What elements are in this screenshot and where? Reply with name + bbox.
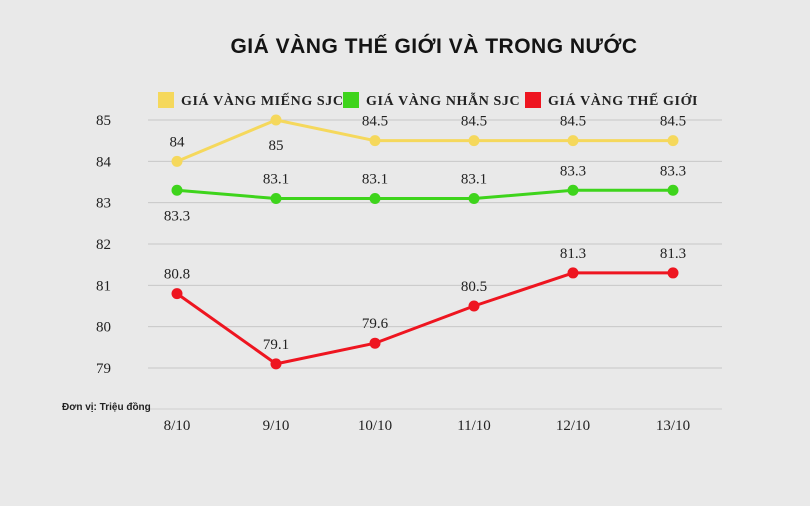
legend-swatch bbox=[158, 92, 174, 108]
data-point bbox=[468, 135, 480, 147]
data-label: 84.5 bbox=[560, 114, 586, 130]
data-point bbox=[171, 184, 183, 196]
y-tick-label: 80 bbox=[96, 320, 111, 336]
data-point bbox=[567, 135, 579, 147]
data-label: 85 bbox=[269, 138, 284, 154]
data-point bbox=[270, 193, 282, 205]
data-point bbox=[270, 114, 282, 126]
x-tick-label: 8/10 bbox=[164, 418, 191, 434]
data-point bbox=[667, 184, 679, 196]
data-point bbox=[667, 135, 679, 147]
data-label: 81.3 bbox=[560, 246, 586, 262]
unit-note: Đơn vị: Triệu đồng bbox=[62, 401, 151, 413]
data-point bbox=[369, 337, 381, 349]
series-line bbox=[176, 188, 673, 201]
data-label: 84.5 bbox=[461, 114, 487, 130]
data-label: 80.8 bbox=[164, 267, 190, 283]
chart-title: GIÁ VÀNG THẾ GIỚI VÀ TRONG NƯỚC bbox=[230, 34, 637, 58]
legend: GIÁ VÀNG MIẾNG SJC GIÁ VÀNG NHẪN SJC GIÁ V… bbox=[158, 91, 698, 109]
data-point bbox=[369, 193, 381, 205]
x-tick-label: 12/10 bbox=[556, 418, 590, 434]
data-point bbox=[270, 358, 282, 370]
x-tick-label: 9/10 bbox=[263, 418, 290, 434]
y-axis-ticks: 79 80 81 82 83 84 85 bbox=[96, 113, 112, 377]
data-point bbox=[567, 184, 579, 196]
data-point bbox=[468, 193, 480, 205]
legend-swatch bbox=[525, 92, 541, 108]
x-tick-label: 13/10 bbox=[656, 418, 690, 434]
data-label: 84.5 bbox=[362, 114, 388, 130]
legend-label: GIÁ VÀNG MIẾNG SJC bbox=[181, 92, 344, 109]
data-point bbox=[468, 300, 480, 312]
data-point bbox=[369, 135, 381, 147]
data-label: 83.1 bbox=[263, 172, 289, 188]
data-label: 83.1 bbox=[461, 172, 487, 188]
legend-label: GIÁ VÀNG NHẪN SJC bbox=[366, 91, 520, 109]
y-tick-label: 84 bbox=[96, 154, 112, 170]
data-label: 83.3 bbox=[660, 163, 686, 179]
series-line bbox=[176, 271, 673, 366]
data-label: 83.1 bbox=[362, 172, 388, 188]
data-labels: 84 85 84.5 84.5 84.5 84.5 83.3 83.1 83.1 83.1 83.3… bbox=[164, 114, 686, 353]
data-label: 83.3 bbox=[560, 163, 586, 179]
y-tick-label: 83 bbox=[96, 196, 111, 212]
data-label: 81.3 bbox=[660, 246, 686, 262]
y-tick-label: 79 bbox=[96, 361, 111, 377]
y-tick-label: 82 bbox=[96, 237, 111, 253]
data-point bbox=[171, 155, 183, 167]
data-label: 83.3 bbox=[164, 208, 190, 224]
data-label: 80.5 bbox=[461, 279, 487, 295]
series-line bbox=[176, 118, 673, 163]
x-tick-label: 11/10 bbox=[457, 418, 491, 434]
data-point bbox=[171, 288, 183, 300]
gridlines bbox=[148, 119, 722, 410]
data-label: 79.1 bbox=[263, 337, 289, 353]
x-tick-label: 10/10 bbox=[358, 418, 392, 434]
legend-label: GIÁ VÀNG THẾ GIỚI bbox=[548, 92, 698, 109]
data-label: 84 bbox=[170, 134, 186, 150]
data-label: 84.5 bbox=[660, 114, 686, 130]
data-label: 79.6 bbox=[362, 316, 389, 332]
y-tick-label: 81 bbox=[96, 278, 111, 294]
legend-swatch bbox=[343, 92, 359, 108]
data-point bbox=[667, 267, 679, 279]
x-axis-ticks: 8/10 9/10 10/10 11/10 12/10 13/10 bbox=[164, 418, 690, 434]
series-layer bbox=[171, 114, 679, 370]
y-tick-label: 85 bbox=[96, 113, 111, 129]
data-point bbox=[567, 267, 579, 279]
